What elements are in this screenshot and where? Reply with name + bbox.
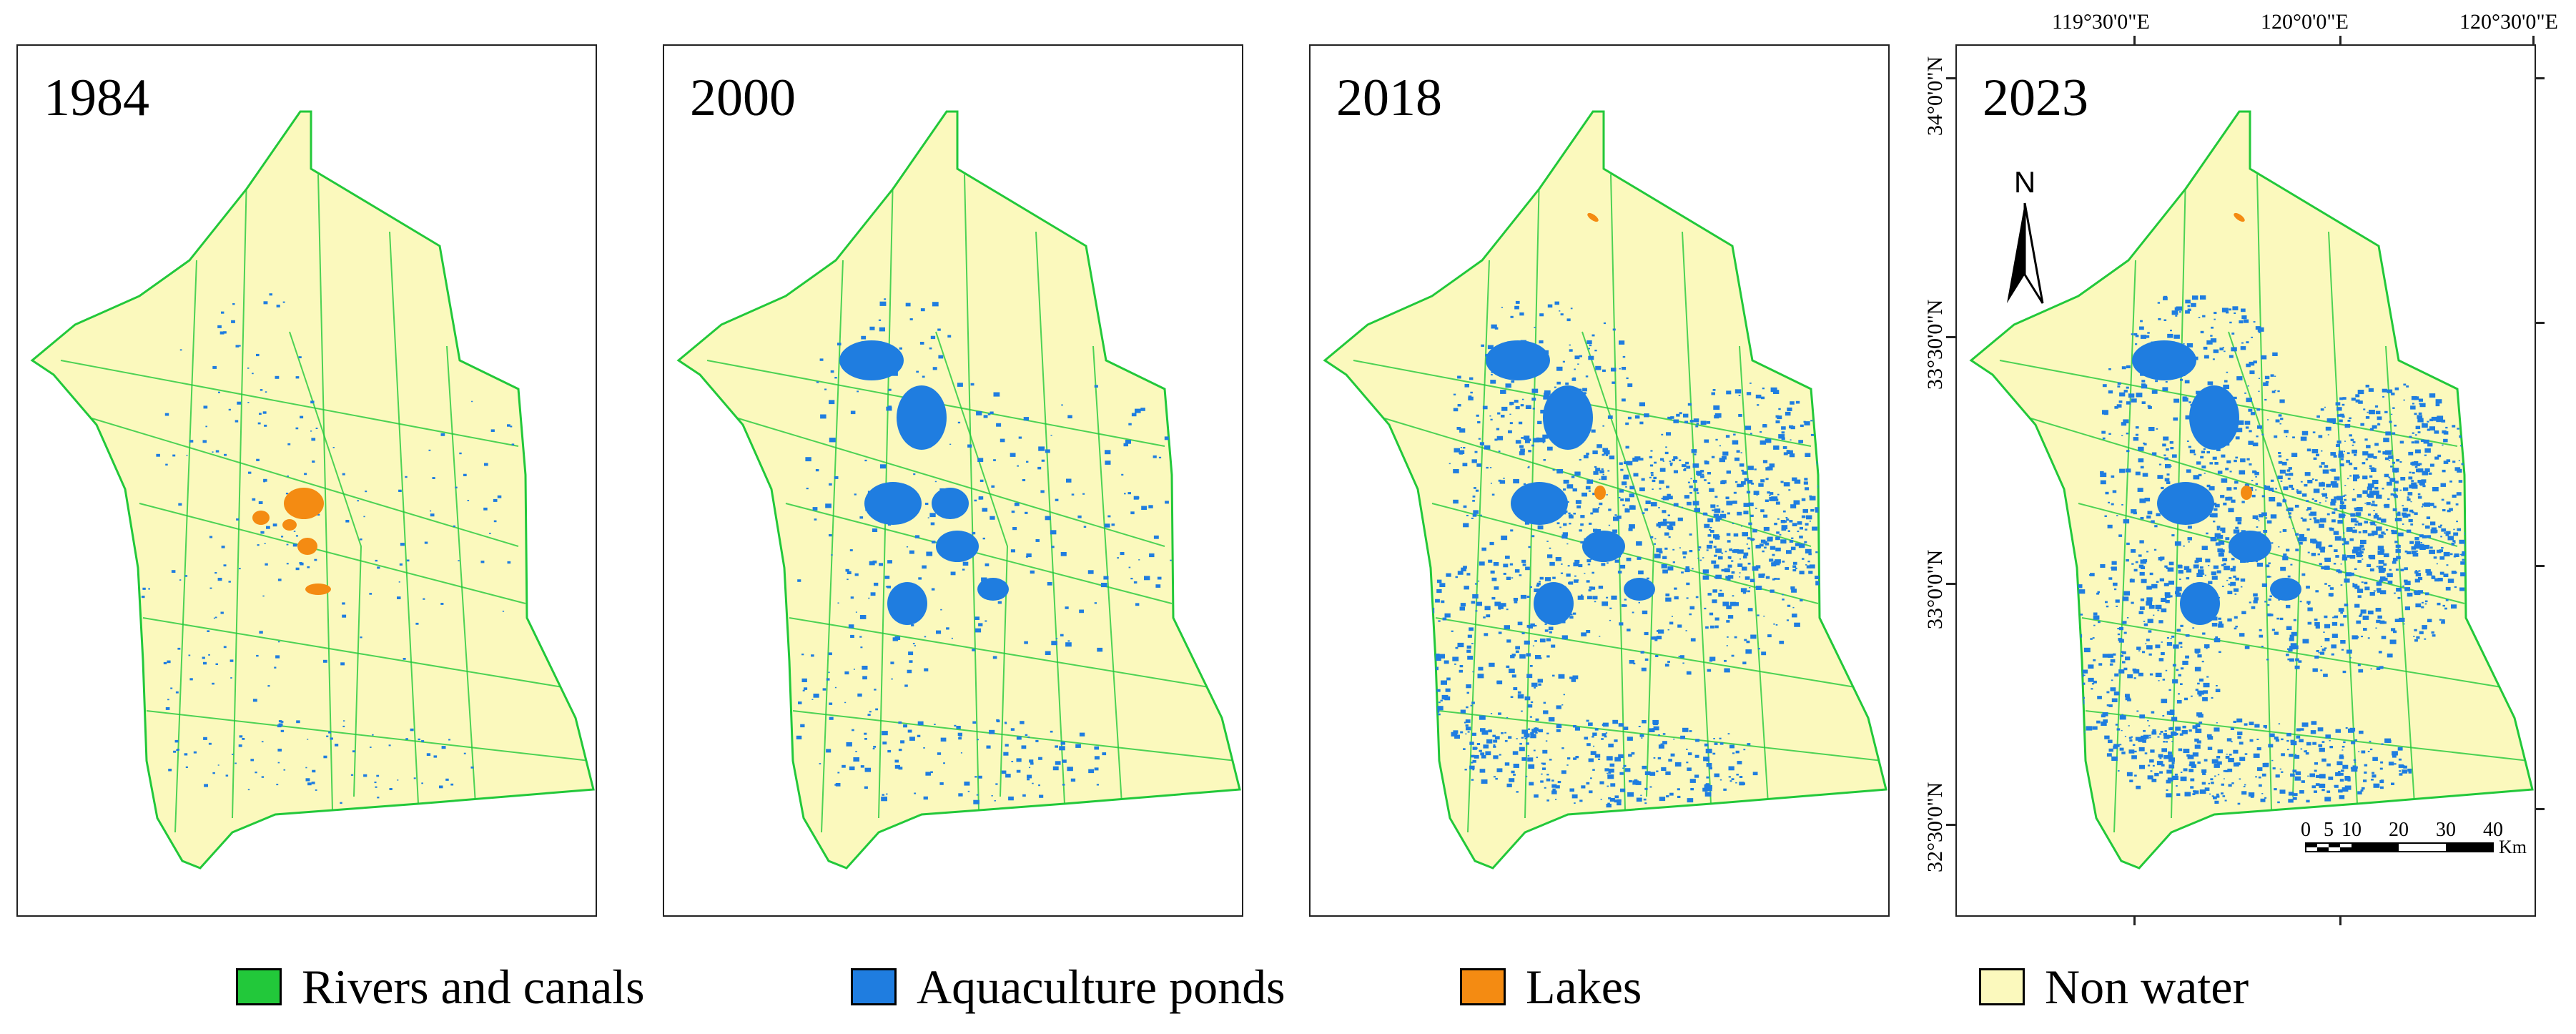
scale-tick-5: 5 [2324,819,2334,841]
scale-bar: 0 5 10 20 30 40 Km [2301,819,2527,857]
graticule-tick-bottom [2339,915,2341,925]
region-map-2018 [1323,110,1887,870]
latitude-label: 32°30'0"N [1923,782,1947,872]
graticule-tick-top [2339,36,2341,46]
scale-tick-30: 30 [2436,819,2456,841]
graticule-tick-left [1946,583,1956,585]
scale-tick-0: 0 [2301,819,2311,841]
legend-label: Rivers and canals [302,960,645,1014]
region-map-2000 [676,110,1241,870]
north-label: N [2014,165,2035,199]
panel-year-label: 2023 [1983,69,2088,127]
map-panel-1984: 1984 [16,44,597,917]
north-arrow-icon: N [2007,165,2044,304]
region-map-1984 [30,110,595,870]
longitude-label: 120°0'0"E [2261,10,2349,34]
legend-label: Aquaculture ponds [917,960,1285,1014]
graticule-tick-right [2535,565,2545,567]
graticule-tick-right [2535,322,2545,324]
legend-swatch [1460,968,1506,1005]
longitude-label: 119°30'0"E [2052,10,2150,34]
longitude-label: 120°30'0"E [2459,10,2558,34]
graticule-tick-right [2535,808,2545,810]
legend-item-nonwater: Non water [1979,962,2249,1012]
panel-year-label: 1984 [44,69,149,127]
legend-label: Non water [2045,960,2249,1014]
panel-year-label: 2018 [1336,69,1442,127]
map-panel-2018: 2018 [1309,44,1890,917]
legend-swatch [236,968,282,1005]
legend-label: Lakes [1526,960,1642,1014]
graticule-tick-left [1946,77,1956,79]
graticule-tick-right [2535,77,2545,79]
legend-item-lakes: Lakes [1460,962,1642,1012]
map-panel-2023: 2023 N 0 5 10 20 30 40 Km [1955,44,2536,917]
graticule-tick-top [2133,36,2136,46]
graticule-tick-left [1946,336,1956,338]
region-map-2023 [1969,110,2534,870]
scale-unit: Km [2499,837,2527,857]
scale-tick-40: 40 [2483,819,2503,841]
scale-tick-10: 10 [2341,819,2362,841]
scale-tick-20: 20 [2389,819,2409,841]
graticule-tick-left [1946,824,1956,826]
latitude-label: 34°0'0"N [1923,56,1947,136]
graticule-tick-bottom [2133,915,2136,925]
latitude-label: 33°30'0"N [1923,299,1947,390]
legend-swatch [851,968,897,1005]
latitude-label: 33°0'0"N [1923,549,1947,629]
panel-year-label: 2000 [690,69,796,127]
legend-item-rivers: Rivers and canals [236,962,645,1012]
legend-item-ponds: Aquaculture ponds [851,962,1285,1012]
map-panel-2000: 2000 [663,44,1243,917]
graticule-tick-top [2532,36,2535,46]
legend-swatch [1979,968,2025,1005]
